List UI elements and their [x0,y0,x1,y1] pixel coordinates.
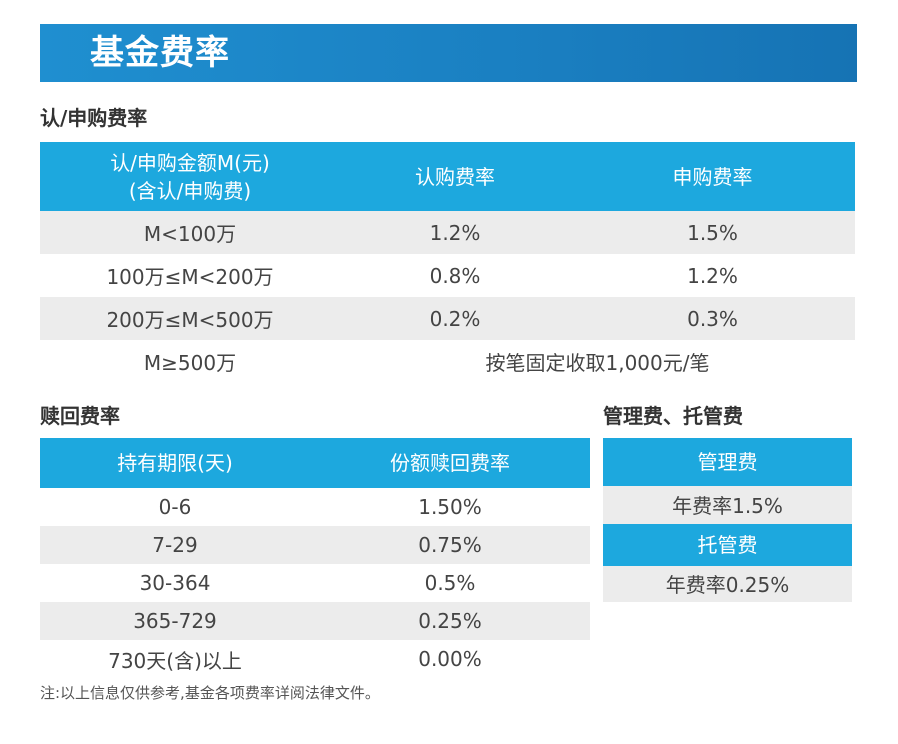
page-title: 基金费率 [90,32,230,74]
purchase-rate-header: 申购费率 [570,142,855,211]
rate-cell: 0.25% [310,602,590,640]
purchase-rate-cell: 1.5% [570,211,855,254]
rate-cell: 0.5% [310,564,590,602]
subscription-fee-table: 认/申购金额M(元) (含认/申购费) 认购费率 申购费率 M<100万 1.2… [40,142,855,383]
holding-period-header: 持有期限(天) [40,438,310,488]
rate-cell: 1.50% [310,488,590,526]
table-row: 30-364 0.5% [40,564,590,602]
redemption-section-title: 赎回费率 [40,404,120,428]
table-row: 365-729 0.25% [40,602,590,640]
amount-header-line1: 认/申购金额M(元) [40,149,340,177]
period-cell: 0-6 [40,488,310,526]
table-row: 100万≤M<200万 0.8% 1.2% [40,254,855,297]
subscription-section-title: 认/申购费率 [40,106,147,130]
custody-fee-value: 年费率0.25% [603,566,852,602]
table-row: 730天(含)以上 0.00% [40,640,590,678]
management-section-title: 管理费、托管费 [603,404,743,428]
fixed-fee-cell: 按笔固定收取1,000元/笔 [340,340,855,383]
management-fee-value: 年费率1.5% [603,486,852,524]
redemption-rate-header: 份额赎回费率 [310,438,590,488]
amount-cell: 200万≤M<500万 [40,297,340,340]
subscribe-rate-header: 认购费率 [340,142,570,211]
period-cell: 730天(含)以上 [40,640,310,678]
redemption-fee-table: 持有期限(天) 份额赎回费率 0-6 1.50% 7-29 0.75% 30-3… [40,438,590,678]
amount-header-line2: (含认/申购费) [40,177,340,205]
custody-fee-header: 托管费 [603,524,852,566]
table-row: M<100万 1.2% 1.5% [40,211,855,254]
period-cell: 30-364 [40,564,310,602]
purchase-rate-cell: 1.2% [570,254,855,297]
amount-cell: M<100万 [40,211,340,254]
subscribe-rate-cell: 0.2% [340,297,570,340]
purchase-rate-cell: 0.3% [570,297,855,340]
rate-cell: 0.75% [310,526,590,564]
subscribe-rate-cell: 1.2% [340,211,570,254]
subscribe-rate-cell: 0.8% [340,254,570,297]
table-row: M≥500万 按笔固定收取1,000元/笔 [40,340,855,383]
table-row: 0-6 1.50% [40,488,590,526]
period-cell: 365-729 [40,602,310,640]
management-fee-header: 管理费 [603,438,852,486]
table-row: 7-29 0.75% [40,526,590,564]
amount-cell: 100万≤M<200万 [40,254,340,297]
title-banner: 基金费率 [40,24,857,82]
period-cell: 7-29 [40,526,310,564]
table-row: 200万≤M<500万 0.2% 0.3% [40,297,855,340]
amount-cell: M≥500万 [40,340,340,383]
disclaimer-note: 注:以上信息仅供参考,基金各项费率详阅法律文件。 [40,682,380,704]
rate-cell: 0.00% [310,640,590,678]
amount-column-header: 认/申购金额M(元) (含认/申购费) [40,142,340,211]
